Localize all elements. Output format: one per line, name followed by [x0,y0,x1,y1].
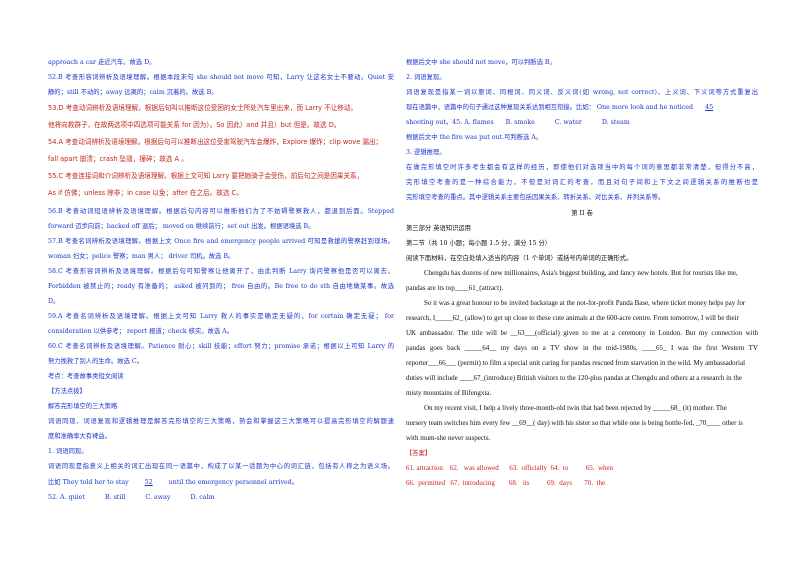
text-line: shooting out。45. A. flames B. smoke C. w… [406,119,630,126]
text-line: 现在语篇中，语篇中的句子通过这种复现关系达到相互衔接。比如： One more … [406,103,723,112]
passage-line: On my recent visit, I help a lively thre… [424,404,727,412]
text-line: approach a car 走近汽车。故选 D。 [48,59,156,66]
handwritten-line: As if 仿佛；unless 除非；in case 以免；after 在之后。… [48,189,243,197]
handwritten-line: 54.A 考查动词辨析及语境理解。根据后句可以推断出这位受害驾驶汽车会爆炸，Ex… [48,138,383,146]
passage-line: UK ambassador. The title will be __63___… [406,329,758,337]
text-fragment: until the emergency personnel arrived。 [168,479,299,486]
instructions: 阅读下面材料，在空白处填入适当的内容（1 个单词）或括号内单词的正确形式。 [406,255,633,262]
text-line: 59.A 考查名词辨析及语境理解。根据上文可知 Larry 救人的事实是确定无疑… [48,313,394,320]
text-line: 52. A. quiet B. still C. away D. calm [48,494,215,501]
passage-line: research, I_____62_ (allow) to get up cl… [406,314,739,322]
text-line: forward 迈步向前；backed off 退后； moved on 继续前… [48,223,315,230]
passage-line: So it was a great honour to be invited b… [424,299,746,307]
blank-number: 52 [144,479,153,486]
text-line: 1. 词语同现。 [48,448,88,455]
blank-number: 45 [705,104,714,111]
part-heading: 第三部分 英语知识运用 [406,225,471,232]
text-line: 完形填空考查的是一种综合能力，不但是对词汇的考查，而且对句子间和上下文之间逻辑关… [406,179,758,186]
text-line: 度和准确率大有裨益。 [48,433,111,440]
passage-line: nursery team switches him every few __69… [406,419,743,427]
text-line: woman 妇女；police 警察；man 男人； driver 司机。故选 … [48,253,235,260]
text-line: 比如 They told her to stay 52 until the em… [48,478,298,487]
text-line: 【方法点拨】 [48,388,86,395]
text-fragment: 现在语篇中，语篇中的句子通过这种复现关系达到相互衔接。比如： One more … [406,104,694,111]
text-line: D。 [48,298,60,305]
handwritten-line: fall apart 崩溃；crash 坠毁，撞碎；故选 A 。 [48,155,188,163]
text-line: 52.B 考查形容词辨析及语境理解。根据本段末句 she should not … [48,74,394,81]
text-fragment: 比如 They told her to stay [48,479,129,486]
handwritten-line: 53.D 考查动词辨析及语境理解。根据后句叫以推断这位受困的女士所处汽车里出来，… [48,104,358,112]
text-line: 词语复现是指某一词以原词、同根词、同义词、反义词(如 wrong, not co… [406,89,758,96]
text-line: 考点：考查故事类短文阅读 [48,373,124,380]
text-line: 58.C 考查形容词辨析及语境理解。根据后句可知警察让他离开了，由此判断 Lar… [48,268,394,275]
section-title: 第 II 卷 [571,210,593,217]
text-line: 57.B 考查名词辨析及语境理解。根据上文 Once fire and emer… [48,238,394,245]
handwritten-line: 他将向救群子，在故两选项中四选项可能关系 for 因为）。So 因此）and 并… [48,121,341,129]
passage-line: pandas goes back _____64__ my days on a … [406,344,758,352]
text-line: consideration 以供参考； report 报道；check 核实。故… [48,328,233,335]
answer-line: 66. permitted 67. introducing 68. its 69… [406,479,606,487]
passage-line: Chengdu has dozens of new millionaires, … [424,269,738,277]
text-line: 努力挽救了别人的生命。故选 C。 [48,358,143,365]
text-line: 静的；still 不动的；away 远离的；calm 沉着的。故选 B。 [48,89,218,96]
text-line: 56.B 考查动词短语辨析及语境理解。根据后句内容可以推断他们为了不妨碍警察救人… [48,208,394,215]
text-line: 60.C 考查名词辨析及语境理解。Patience 耐心；skill 技能；ef… [48,343,394,350]
text-line: 2. 词语复现。 [406,74,446,81]
text-line: 词语同现、词语复现和逻辑推理是解答完形填空的三大策略，熟会和掌握这三大策略可以提… [48,418,394,425]
passage-line: duties will include ____67_(introduce) B… [406,374,742,382]
passage-line: with mum-she never suspects. [406,434,491,442]
text-line: 词语同现是指意义上相关的词汇出现在同一语篇中，构成了以某一话题为中心的词汇链，包… [48,463,394,470]
text-line: Forbidden 被禁止的；ready 有准备的； asked 被问到的； f… [48,283,394,290]
text-line: 根据后文中 she should not move，可以判断选 B。 [406,59,556,66]
text-line: 3. 逻辑推理。 [406,149,446,156]
text-line: 解答完形填空的三大策略 [48,403,118,410]
text-line: 完形填空考查的重点。其中逻辑关系主要包括因果关系、转折关系、对比关系、并列关系等… [406,194,665,201]
handwritten-line: 55.C 考查连接词和介词辨析及语境理解。根据上文可知 Larry 要把她骑子会… [48,172,364,180]
text-line: 在做完形填空时许多考生都会有这样的经历，即使他们对选项当中的每个词的意思都非常清… [406,164,758,171]
passage-line: reporter___66___ (permit) to film a spec… [406,359,746,367]
answer-heading: 【答案】 [406,450,432,457]
passage-line: misty mountains of Bifengxia. [406,389,492,397]
answer-line: 61. attraction 62. was allowed 63. offic… [406,464,614,472]
text-line: 根据后文中 the fire was put out.可判断选 A。 [406,134,543,141]
section-heading: 第二节（共 10 小题；每小题 1.5 分，满分 15 分） [406,240,552,247]
passage-line: pandas are its top____61_(attract). [406,284,504,292]
